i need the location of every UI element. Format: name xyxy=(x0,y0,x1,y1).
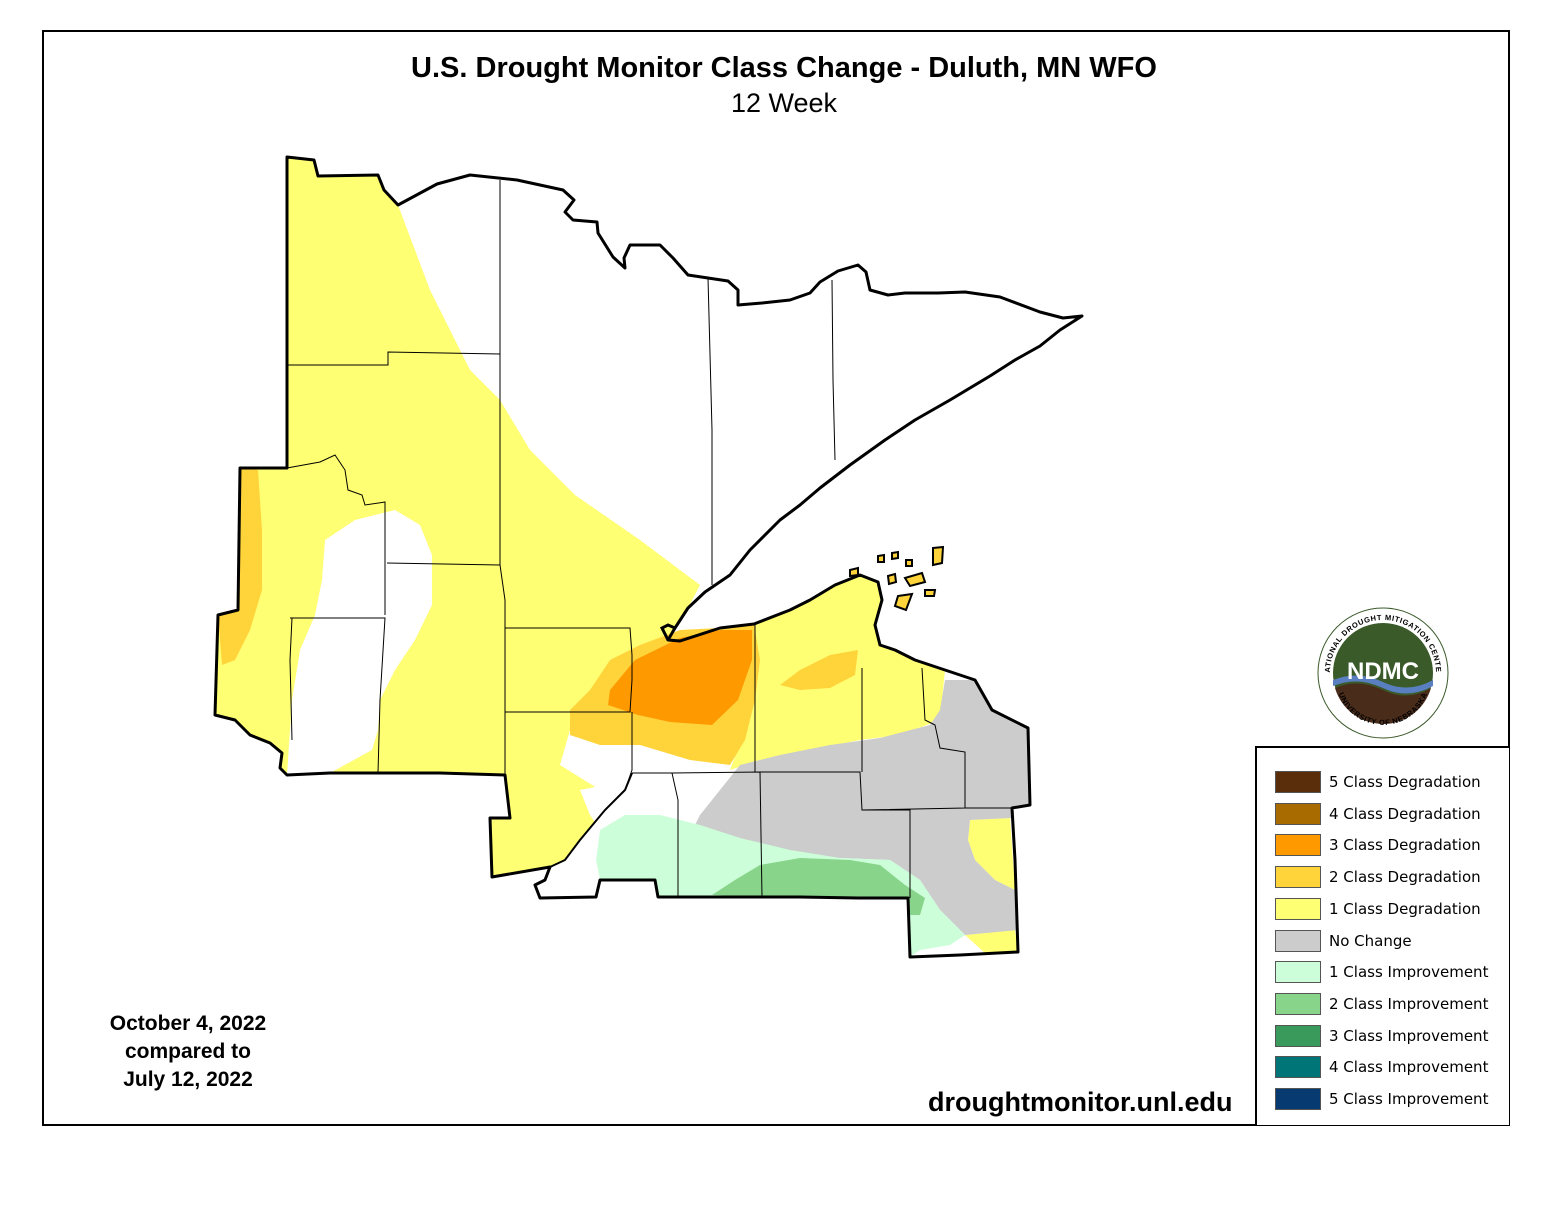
legend-label: 3 Class Degradation xyxy=(1329,836,1481,855)
date-current: October 4, 2022 xyxy=(109,1012,267,1035)
legend-item: 2 Class Improvement xyxy=(1275,992,1488,1016)
map-subtitle: 12 Week xyxy=(730,88,838,118)
legend-item: 3 Class Degradation xyxy=(1275,833,1481,857)
degradation-1-east-small xyxy=(968,818,1015,890)
legend-swatch xyxy=(1275,771,1321,793)
wfo-boundary xyxy=(213,155,1084,959)
legend-item: 5 Class Improvement xyxy=(1275,1087,1488,1111)
legend-swatch xyxy=(1275,1024,1321,1047)
legend-swatch xyxy=(1275,1056,1321,1079)
legend-label: 4 Class Degradation xyxy=(1329,804,1481,823)
legend-label: 2 Class Improvement xyxy=(1329,994,1489,1013)
legend-swatch xyxy=(1275,834,1321,857)
legend-item: No Change xyxy=(1275,929,1412,953)
legend-label: 1 Class Improvement xyxy=(1329,963,1489,982)
date-previous: July 12, 2022 xyxy=(123,1068,253,1091)
map-title: U.S. Drought Monitor Class Change - Dulu… xyxy=(411,52,1157,84)
degradation-2-northshore xyxy=(780,650,858,690)
legend-item: 4 Class Improvement xyxy=(1275,1055,1488,1079)
legend-swatch xyxy=(1275,929,1321,952)
legend-swatch xyxy=(1275,992,1321,1015)
st-croix-river xyxy=(549,772,633,868)
legend-item: 1 Class Improvement xyxy=(1275,960,1488,984)
lake-superior-shoreline xyxy=(659,623,676,641)
legend-swatch xyxy=(1275,866,1321,889)
legend-item: 3 Class Improvement xyxy=(1275,1024,1488,1048)
legend-item: 4 Class Degradation xyxy=(1275,802,1481,826)
ndmc-logo: NDMC NATIONAL DROUGHT MITIGATION CENTER … xyxy=(1316,606,1449,739)
logo-abbreviation: NDMC xyxy=(1347,658,1419,685)
legend-swatch xyxy=(1275,802,1321,825)
legend-label: 2 Class Degradation xyxy=(1329,868,1481,887)
county-lines xyxy=(286,180,1012,898)
website-url[interactable]: droughtmonitor.unl.edu xyxy=(928,1087,1233,1117)
legend-label: 4 Class Improvement xyxy=(1329,1058,1489,1077)
legend-label: 3 Class Improvement xyxy=(1329,1026,1489,1045)
no-data-west-patch xyxy=(287,510,432,775)
legend-item: 5 Class Degradation xyxy=(1275,770,1481,794)
legend-label: 5 Class Improvement xyxy=(1329,1090,1489,1108)
date-compared-to: compared to xyxy=(124,1040,252,1063)
no-data-river-patch xyxy=(545,785,625,897)
legend-box: 5 Class Degradation 4 Class Degradation 3 … xyxy=(1255,746,1509,1125)
degradation-3-core xyxy=(608,630,752,725)
legend-label: 5 Class Degradation xyxy=(1329,773,1481,791)
legend-item: 1 Class Degradation xyxy=(1275,897,1481,921)
date-comparison: October 4, 2022 compared to July 12, 202… xyxy=(78,1010,298,1094)
no-change-area xyxy=(695,680,1030,935)
legend-swatch xyxy=(1275,897,1321,920)
apostle-islands xyxy=(849,545,945,612)
legend-label: 1 Class Degradation xyxy=(1329,899,1481,918)
legend-swatch xyxy=(1275,1088,1321,1110)
legend-swatch xyxy=(1275,961,1321,984)
legend-label: No Change xyxy=(1329,931,1412,950)
legend-item: 2 Class Degradation xyxy=(1275,865,1481,889)
improvement-2-area xyxy=(712,858,925,915)
degradation-1-southeast xyxy=(965,930,1018,953)
